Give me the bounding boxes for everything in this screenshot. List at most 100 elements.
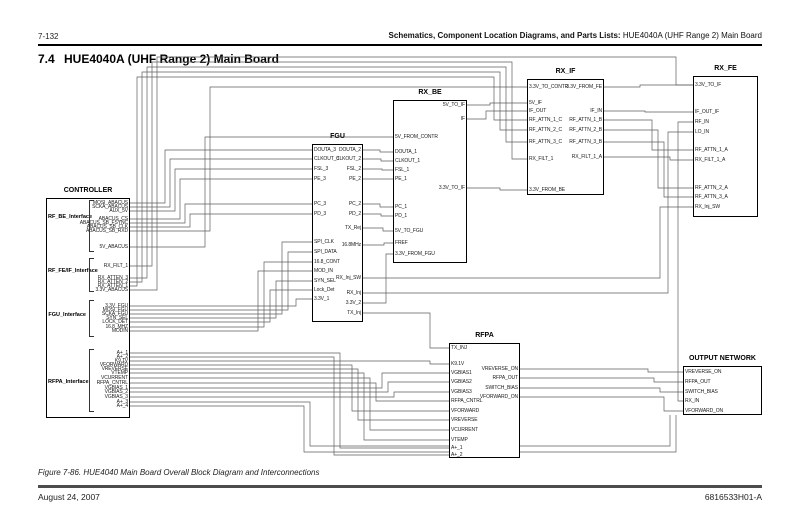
interface-group-bracket — [89, 258, 94, 292]
wire — [363, 203, 393, 208]
wire — [520, 377, 683, 383]
wire — [363, 213, 393, 217]
wire — [130, 289, 312, 323]
wire — [130, 382, 449, 402]
wire — [604, 129, 693, 189]
pin-label: MOSI_ABACUS — [92, 200, 128, 206]
pin-label: RF_ATTN_1_C — [529, 117, 562, 123]
pin-label: 5V_FROM_CONTR — [395, 134, 438, 140]
wire — [130, 360, 449, 365]
interface-group-label: RF_BE_Interface — [48, 214, 93, 220]
pin-label: 3.3V_TO_IF — [695, 82, 722, 88]
block-title-fgu: FGU — [330, 133, 345, 140]
pin-label: RX_IN — [685, 398, 700, 404]
wire — [130, 368, 449, 421]
header-page-number: 7-132 — [38, 32, 59, 41]
pin-label: IF — [460, 116, 465, 122]
wire — [130, 298, 312, 307]
pin-label: 16.8_MHZ — [105, 324, 128, 330]
pin-label: TX_Inj — [347, 310, 361, 316]
pin-label: PD_1 — [395, 213, 408, 219]
wire — [130, 381, 449, 393]
block-title-controller: CONTROLLER — [63, 187, 113, 194]
pin-label: A+_2 — [116, 354, 129, 360]
pin-label: 5V_TO_FGU — [395, 228, 424, 234]
pin-label: 3.3V_FGU — [105, 303, 128, 309]
pin-label: 5V_TO_IF — [442, 102, 465, 108]
pin-label: TX_INJ — [451, 345, 468, 351]
pin-label: VREVERSE — [101, 366, 129, 372]
pin-label: LO_IN — [695, 129, 709, 135]
page-title-text: HUE4040A (UHF Range 2) Main Board — [64, 52, 279, 66]
pin-label: Lock_Det — [314, 287, 335, 293]
header-section-topic: HUE4040A (UHF Range 2) Main Board — [620, 31, 762, 40]
wire — [130, 158, 312, 208]
pin-label: ABACUS_SB_CLK — [86, 224, 128, 230]
pin-label: 3.3V_1 — [314, 296, 330, 302]
pin-label: RF_ATTN_3_A — [695, 194, 728, 200]
wire — [363, 158, 393, 162]
pin-label: RX_FILT_1 — [103, 263, 128, 269]
pin-label: TX_Rej — [344, 225, 361, 231]
pin-label: K9.1V — [451, 361, 465, 367]
pin-label: VFORWARD_ON — [479, 394, 518, 400]
wire — [130, 149, 312, 204]
pin-label: RX_FILT_1_A — [571, 154, 602, 160]
wire — [130, 261, 312, 328]
pin-label: RX_ATTEN_2 — [97, 279, 128, 285]
wire — [363, 168, 393, 171]
pin-label: MODIN — [111, 328, 128, 334]
block-rx-if — [527, 79, 604, 195]
block-title-rx-be: RX_BE — [418, 89, 442, 96]
pin-label: PE_2 — [349, 176, 361, 182]
pin-label: RF_ATTN_2_C — [529, 127, 562, 133]
wire — [130, 405, 677, 453]
wire — [130, 356, 449, 456]
pin-label: MOSI_FGU — [102, 307, 128, 313]
block-title-output-network: OUTPUT NETWORK — [689, 355, 756, 362]
pin-label: RFPA_CNTRL — [451, 398, 483, 404]
pin-label: 3.3V_TO_IF — [438, 185, 465, 191]
pin-label: PC_1 — [395, 204, 408, 210]
pin-label: SWITCH_BIAS — [685, 389, 718, 395]
pin-label: A+_3 — [116, 399, 129, 405]
pin-label: K9.1V — [114, 358, 128, 364]
header-breadcrumb: Schematics, Component Location Diagrams,… — [389, 31, 762, 40]
pin-label: VGBIAS_1 — [104, 385, 128, 391]
pin-label: SPI_DATA — [314, 249, 337, 255]
pin-label: IF_IN — [590, 108, 602, 114]
pin-label: 3.3V_2 — [345, 300, 361, 306]
pin-label: RX_Inj_SW — [336, 275, 361, 281]
pin-label: 3.3V_ABACUS — [95, 287, 128, 293]
pin-label: RX_FILT_1 — [529, 156, 554, 162]
pin-label: 5V_IF — [529, 100, 542, 106]
pin-label: PE_1 — [395, 176, 407, 182]
figure-caption: Figure 7-86. HUE4040 Main Board Overall … — [38, 468, 320, 477]
wire — [130, 178, 312, 220]
pin-label: RX_ATTEN_3 — [97, 275, 128, 281]
block-rfpa — [449, 343, 520, 458]
block-title-rfpa: RFPA — [475, 332, 494, 339]
pin-label: VGBIAS2 — [451, 379, 472, 385]
pin-label: 3.3V_FROM_FE — [566, 84, 602, 90]
pin-label: VFORWARD_ON — [685, 408, 724, 414]
wire — [604, 110, 693, 113]
pin-label: ABACUS_SB_FSYNC — [79, 220, 128, 226]
pin-label: RF_ATTN_2_B — [569, 127, 602, 133]
wire — [520, 387, 683, 393]
pin-label: VTEMP — [111, 370, 128, 376]
pin-label: FSL_1 — [395, 167, 410, 173]
wire — [130, 372, 449, 441]
wire — [467, 102, 527, 106]
interface-group-label: FGU_Interface — [48, 312, 86, 318]
wire — [363, 242, 393, 246]
wire — [363, 253, 393, 304]
header-section-title: Schematics, Component Location Diagrams,… — [388, 31, 621, 40]
pin-label: VFORWARD — [99, 362, 128, 368]
pin-label: AUX_5V — [109, 208, 128, 214]
pin-label: RFPA_CNTRL — [96, 380, 129, 386]
pin-label: RF_IN — [695, 119, 709, 125]
pin-label: RFPA_OUT — [685, 379, 711, 385]
pin-label: SYN_SEL — [106, 315, 128, 321]
